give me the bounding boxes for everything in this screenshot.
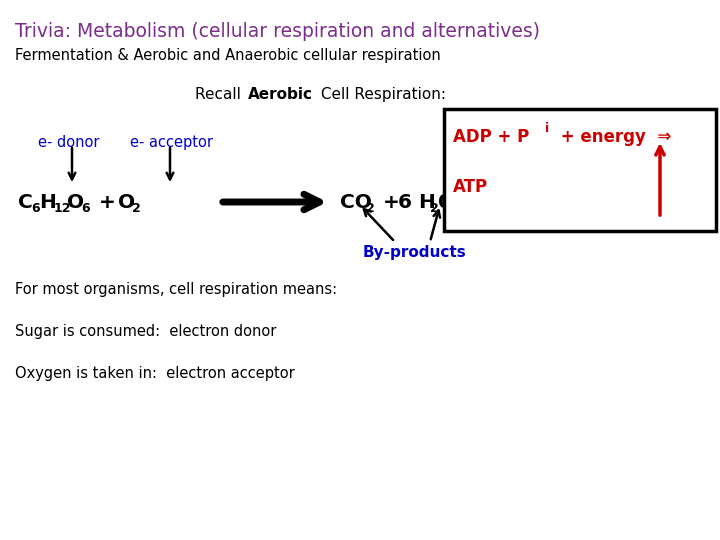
- Text: ATP: ATP: [453, 178, 488, 196]
- Text: + energy  ⇒: + energy ⇒: [555, 128, 671, 146]
- Text: O: O: [67, 192, 84, 212]
- Text: 6: 6: [81, 202, 89, 215]
- Text: For most organisms, cell respiration means:: For most organisms, cell respiration mea…: [15, 282, 337, 297]
- Text: By-products: By-products: [363, 245, 467, 260]
- Text: +: +: [92, 192, 116, 212]
- Text: Recall: Recall: [195, 87, 246, 102]
- FancyBboxPatch shape: [444, 109, 716, 231]
- Text: e- donor: e- donor: [38, 135, 99, 150]
- Text: Trivia: Metabolism (cellular respiration and alternatives): Trivia: Metabolism (cellular respiration…: [15, 22, 540, 41]
- Text: 2: 2: [366, 202, 374, 215]
- Text: 6: 6: [31, 202, 40, 215]
- Text: +: +: [376, 192, 400, 212]
- Text: Aerobic: Aerobic: [248, 87, 313, 102]
- Text: 6 H: 6 H: [398, 192, 436, 212]
- Text: Fermentation & Aerobic and Anaerobic cellular respiration: Fermentation & Aerobic and Anaerobic cel…: [15, 48, 441, 63]
- Text: 12: 12: [54, 202, 71, 215]
- Text: 2: 2: [430, 202, 438, 215]
- Text: Cell Respiration:: Cell Respiration:: [316, 87, 446, 102]
- Text: C: C: [18, 192, 32, 212]
- Text: e- acceptor: e- acceptor: [130, 135, 213, 150]
- Text: i: i: [545, 122, 549, 135]
- Text: 2: 2: [132, 202, 140, 215]
- Text: Oxygen is taken in:  electron acceptor: Oxygen is taken in: electron acceptor: [15, 366, 294, 381]
- Text: O: O: [118, 192, 135, 212]
- Text: ADP + P: ADP + P: [453, 128, 529, 146]
- Text: H: H: [39, 192, 56, 212]
- Text: energy: energy: [470, 192, 557, 212]
- Text: Sugar is consumed:  electron donor: Sugar is consumed: electron donor: [15, 324, 276, 339]
- Text: CO: CO: [340, 192, 372, 212]
- Text: 0 +: 0 +: [438, 192, 476, 212]
